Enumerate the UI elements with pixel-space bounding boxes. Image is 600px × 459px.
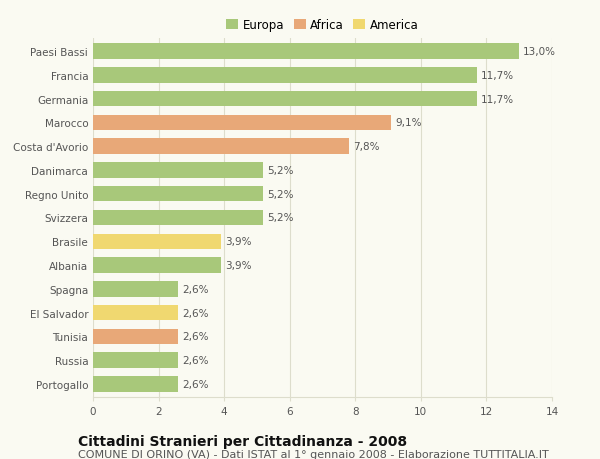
Bar: [93, 210, 263, 226]
Text: 5,2%: 5,2%: [268, 213, 294, 223]
Bar: [93, 45, 519, 60]
Text: 3,9%: 3,9%: [225, 237, 251, 247]
Text: 5,2%: 5,2%: [268, 189, 294, 199]
Text: 2,6%: 2,6%: [182, 331, 209, 341]
Bar: [93, 139, 349, 155]
Text: 2,6%: 2,6%: [182, 379, 209, 389]
Text: 9,1%: 9,1%: [395, 118, 422, 128]
Text: 11,7%: 11,7%: [481, 71, 514, 81]
Bar: [93, 234, 221, 249]
Bar: [93, 92, 476, 107]
Text: 2,6%: 2,6%: [182, 308, 209, 318]
Bar: [93, 258, 221, 273]
Bar: [93, 353, 178, 368]
Text: 5,2%: 5,2%: [268, 166, 294, 176]
Text: 7,8%: 7,8%: [353, 142, 379, 152]
Bar: [93, 187, 263, 202]
Bar: [93, 163, 263, 178]
Bar: [93, 68, 476, 84]
Text: Cittadini Stranieri per Cittadinanza - 2008: Cittadini Stranieri per Cittadinanza - 2…: [78, 434, 407, 448]
Text: 13,0%: 13,0%: [523, 47, 556, 57]
Text: 2,6%: 2,6%: [182, 284, 209, 294]
Legend: Europa, Africa, America: Europa, Africa, America: [221, 15, 424, 37]
Bar: [93, 376, 178, 392]
Text: 11,7%: 11,7%: [481, 95, 514, 105]
Bar: [93, 116, 391, 131]
Text: 2,6%: 2,6%: [182, 355, 209, 365]
Text: COMUNE DI ORINO (VA) - Dati ISTAT al 1° gennaio 2008 - Elaborazione TUTTITALIA.I: COMUNE DI ORINO (VA) - Dati ISTAT al 1° …: [78, 449, 549, 459]
Bar: [93, 305, 178, 320]
Text: 3,9%: 3,9%: [225, 260, 251, 270]
Bar: [93, 329, 178, 344]
Bar: [93, 281, 178, 297]
